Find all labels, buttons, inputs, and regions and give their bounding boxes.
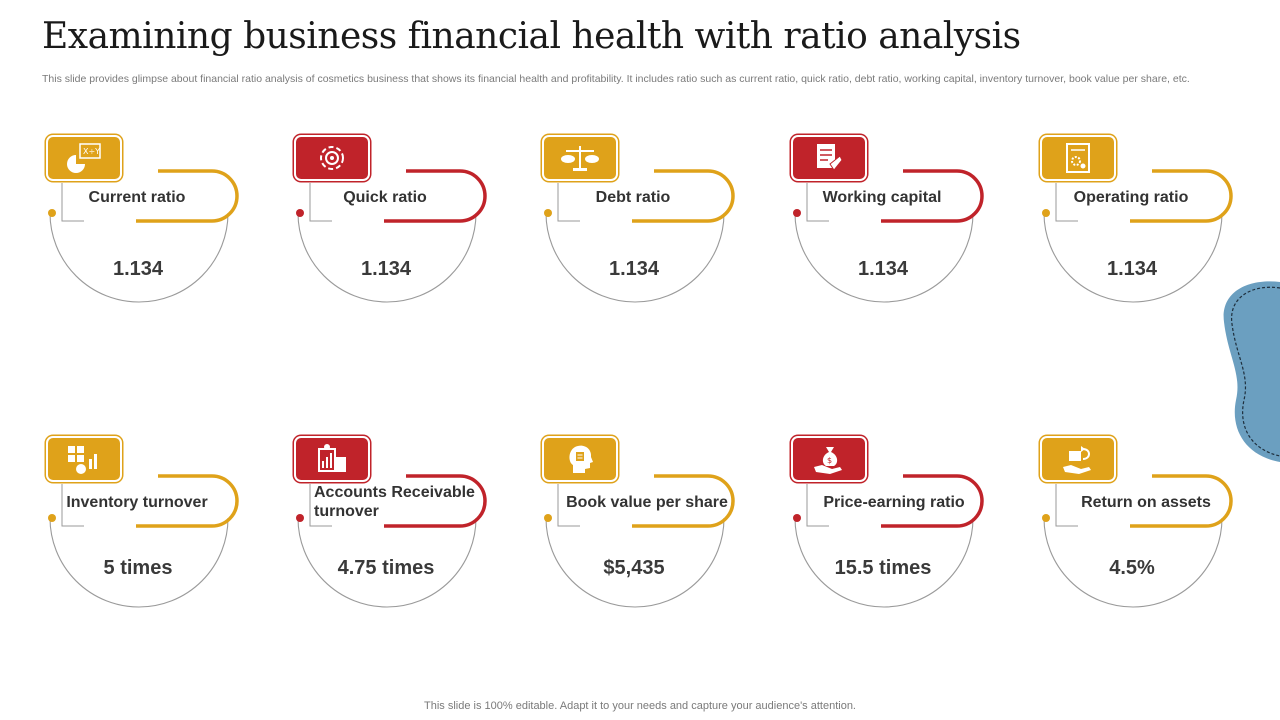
gear-cycle-icon (320, 146, 344, 170)
icon-box: $ (793, 438, 865, 480)
card-frame (793, 474, 984, 608)
receipt-calculator-icon (318, 444, 346, 472)
ratio-label: Return on assets (1081, 493, 1211, 511)
settings-document-icon (1066, 143, 1090, 173)
icon-box (296, 438, 368, 480)
ratio-value: 15.5 times (834, 556, 932, 579)
icon-box (1042, 137, 1114, 179)
ratio-label: Price-earning ratio (823, 493, 965, 511)
icon-box (793, 137, 865, 179)
ratio-label: Operating ratio (1073, 188, 1189, 206)
ratio-label: Inventory turnover (66, 493, 208, 511)
ratio-card-working-capital: Working capital 1.134 (789, 137, 989, 332)
ratio-card-quick-ratio: Quick ratio 1.134 (292, 137, 492, 332)
icon-box (1042, 438, 1114, 480)
card-frame (48, 474, 239, 608)
ratio-card-debt-ratio: Debt ratio 1.134 (540, 137, 740, 332)
head-document-icon (569, 445, 593, 473)
inventory-chart-icon (68, 446, 97, 474)
money-bag-hand-icon: $ (814, 447, 842, 474)
ratio-card-return-on-assets: Return on assets 4.5% (1038, 438, 1238, 633)
ratio-value: 5 times (103, 556, 173, 579)
ratio-card-price-earning: $ Price-earning ratio 15.5 times (789, 438, 989, 633)
ratio-card-book-value: Book value per share $5,435 (540, 438, 740, 633)
ratio-label: Debt ratio (595, 188, 671, 206)
card-frame (296, 169, 487, 303)
ratio-value: 1.134 (112, 257, 164, 280)
ratio-label: Accounts Receivable turnover (314, 484, 475, 520)
card-frame (793, 169, 984, 303)
icon-box: X÷Y (48, 137, 120, 179)
icon-box (48, 438, 120, 480)
card-frame (1042, 474, 1233, 608)
document-hand-icon (817, 144, 843, 171)
ratio-value: 4.5% (1109, 556, 1155, 579)
icon-box (544, 137, 616, 179)
return-asset-icon (1063, 446, 1091, 474)
ratio-card-current-ratio: X÷Y Current ratio 1.134 (44, 137, 244, 332)
ratio-value: 4.75 times (337, 556, 435, 579)
card-frame (544, 474, 735, 608)
icon-box (544, 438, 616, 480)
ratio-label: Book value per share (566, 493, 728, 511)
page-title: Examining business financial health with… (42, 16, 1021, 57)
card-frame (1042, 169, 1233, 303)
page-subtitle: This slide provides glimpse about financ… (42, 73, 1190, 85)
card-frame (296, 474, 487, 608)
card-frame (544, 169, 735, 303)
chart-formula-icon: X÷Y (67, 143, 101, 173)
ratio-label: Quick ratio (343, 188, 427, 206)
ratio-label: Working capital (822, 188, 942, 206)
ratio-value: 1.134 (360, 257, 412, 280)
card-frame (48, 169, 239, 303)
footer-note: This slide is 100% editable. Adapt it to… (424, 700, 856, 712)
ratio-value: 1.134 (608, 257, 660, 280)
ratio-value: 1.134 (1106, 257, 1158, 280)
svg-text:$: $ (827, 456, 832, 465)
ratio-card-inventory-turnover: Inventory turnover 5 times (44, 438, 244, 633)
ratio-label: Current ratio (88, 188, 186, 206)
ratio-value: $5,435 (603, 556, 665, 579)
ratio-value: 1.134 (857, 257, 909, 280)
ratio-card-operating-ratio: Operating ratio 1.134 (1038, 137, 1238, 332)
decorative-blob (1223, 281, 1280, 462)
icon-box (296, 137, 368, 179)
balance-scale-icon (561, 146, 599, 171)
svg-text:X÷Y: X÷Y (83, 147, 100, 156)
ratio-card-accounts-receivable: Accounts Receivable turnover 4.75 times (292, 438, 492, 633)
